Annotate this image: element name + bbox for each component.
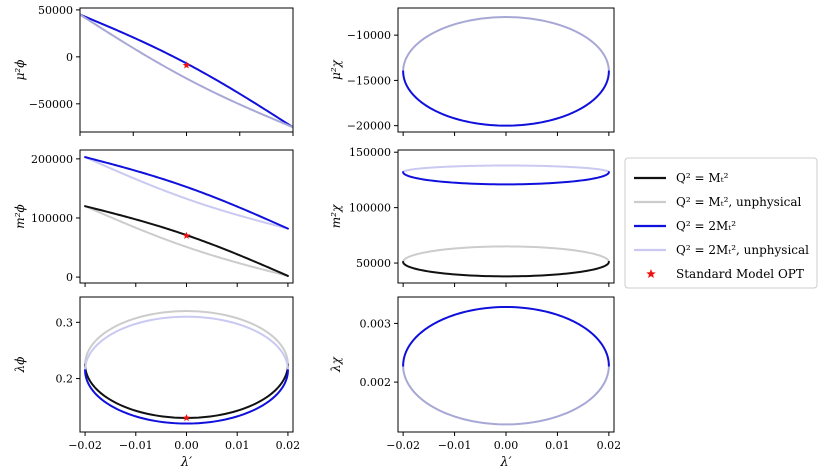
x-axis-label: λ′: [180, 455, 192, 470]
y-tick-label: 0: [66, 51, 73, 64]
series-line-1: [402, 305, 610, 367]
legend-entry: Q² = Mₜ²: [634, 171, 729, 185]
x-tick-label: −0.01: [119, 439, 153, 452]
x-tick-label: −0.02: [386, 439, 420, 452]
y-tick-label: 0.002: [360, 376, 392, 389]
sm-opt-marker: [182, 413, 191, 422]
series-line-1: [402, 70, 610, 127]
plot-area: [402, 164, 610, 278]
legend-label: Q² = Mₜ², unphysical: [676, 195, 802, 209]
y-tick-label: −10000: [347, 29, 391, 42]
plot-area: [402, 16, 610, 127]
series-line-0: [402, 164, 610, 174]
x-tick-label: 0.01: [225, 439, 250, 452]
y-tick-label: 0.3: [56, 316, 74, 329]
legend-entry: Q² = 2Mₜ², unphysical: [634, 243, 809, 257]
y-axis-label: λχ: [329, 356, 343, 373]
series-line-0: [402, 16, 610, 73]
subplot-grid: 50000 0 −50000 μ²ϕ −10000 −15000 −20000 μ²χ 2000…: [13, 4, 621, 470]
y-tick-label: 100000: [31, 212, 73, 225]
series-line-2: [402, 245, 610, 263]
legend-frame: [624, 157, 818, 289]
subplot-mu_phi: 50000 0 −50000 μ²ϕ: [13, 4, 294, 136]
series-line-1: [80, 13, 293, 129]
legend-label: Q² = Mₜ²: [676, 171, 729, 185]
legend-entry: Q² = Mₜ², unphysical: [634, 195, 802, 209]
subplot-lambda_chi: 0.003 0.002 −0.02 −0.01 0.00 0.01 0.02 λχ λ′: [329, 296, 622, 470]
series-line-0: [84, 310, 289, 366]
y-tick-label: 0: [66, 271, 73, 284]
axes-frame: [397, 149, 615, 284]
y-axis-label: m²χ: [329, 204, 343, 228]
legend-star-icon: [646, 269, 656, 279]
x-tick-label: −0.02: [68, 439, 102, 452]
x-tick-label: −0.01: [438, 439, 472, 452]
subplot-m_chi: 150000 100000 50000 m²χ: [329, 146, 615, 287]
axes-frame: [397, 296, 615, 433]
legend-label: Q² = 2Mₜ²: [676, 219, 736, 233]
x-tick-label: 0.02: [597, 439, 622, 452]
subplot-mu_chi: −10000 −15000 −20000 μ²χ: [329, 7, 615, 136]
series-line-2: [84, 205, 289, 277]
sm-opt-marker: [182, 61, 191, 69]
y-tick-label: 200000: [31, 153, 73, 166]
y-tick-label: 0.2: [56, 373, 74, 386]
y-tick-label: 0.003: [360, 317, 392, 330]
series-line-2: [84, 315, 289, 372]
x-tick-label: 0.00: [174, 439, 199, 452]
subplot-m_phi: 200000 100000 0 m²ϕ: [13, 149, 294, 287]
sm-opt-marker: [182, 231, 191, 239]
plot-area: [402, 305, 610, 426]
series-line-0: [80, 13, 293, 129]
y-tick-label: 50000: [38, 4, 73, 17]
legend-label: Q² = 2Mₜ², unphysical: [676, 243, 809, 257]
series-line-0: [84, 156, 289, 230]
legend: Q² = Mₜ² Q² = Mₜ², unphysical Q² = 2Mₜ² Q² …: [624, 157, 818, 289]
x-tick-label: 0.01: [545, 439, 570, 452]
series-line-1: [84, 156, 289, 230]
y-tick-label: −15000: [347, 74, 391, 87]
y-tick-label: −20000: [347, 120, 391, 133]
y-axis-label: λϕ: [13, 357, 27, 374]
series-line-1: [84, 363, 289, 419]
y-tick-label: 100000: [349, 202, 391, 215]
legend-entry: Q² = 2Mₜ²: [634, 219, 736, 233]
y-tick-label: 50000: [356, 257, 391, 270]
subplot-lambda_phi: 0.3 0.2 −0.02 −0.01 0.00 0.01 0.02 λϕ λ′: [13, 296, 301, 470]
x-tick-label: 0.00: [494, 439, 519, 452]
y-tick-label: 150000: [349, 146, 391, 159]
y-axis-label: μ²ϕ: [13, 60, 27, 81]
y-tick-label: −50000: [29, 98, 73, 111]
series-line-3: [402, 260, 610, 278]
series-line-3: [84, 369, 289, 425]
axes-frame: [397, 7, 615, 133]
series-line-0: [402, 364, 610, 426]
y-axis-label: μ²χ: [329, 59, 343, 80]
legend-label: Standard Model OPT: [676, 267, 804, 281]
series-line-3: [84, 205, 289, 277]
plot-area: [84, 156, 289, 277]
series-line-1: [402, 171, 610, 186]
plot-area: [80, 13, 293, 129]
plot-area: [84, 310, 289, 425]
legend-entry: Standard Model OPT: [646, 267, 804, 281]
x-axis-label: λ′: [499, 455, 511, 470]
x-tick-label: 0.02: [276, 439, 301, 452]
y-axis-label: m²ϕ: [13, 204, 27, 228]
